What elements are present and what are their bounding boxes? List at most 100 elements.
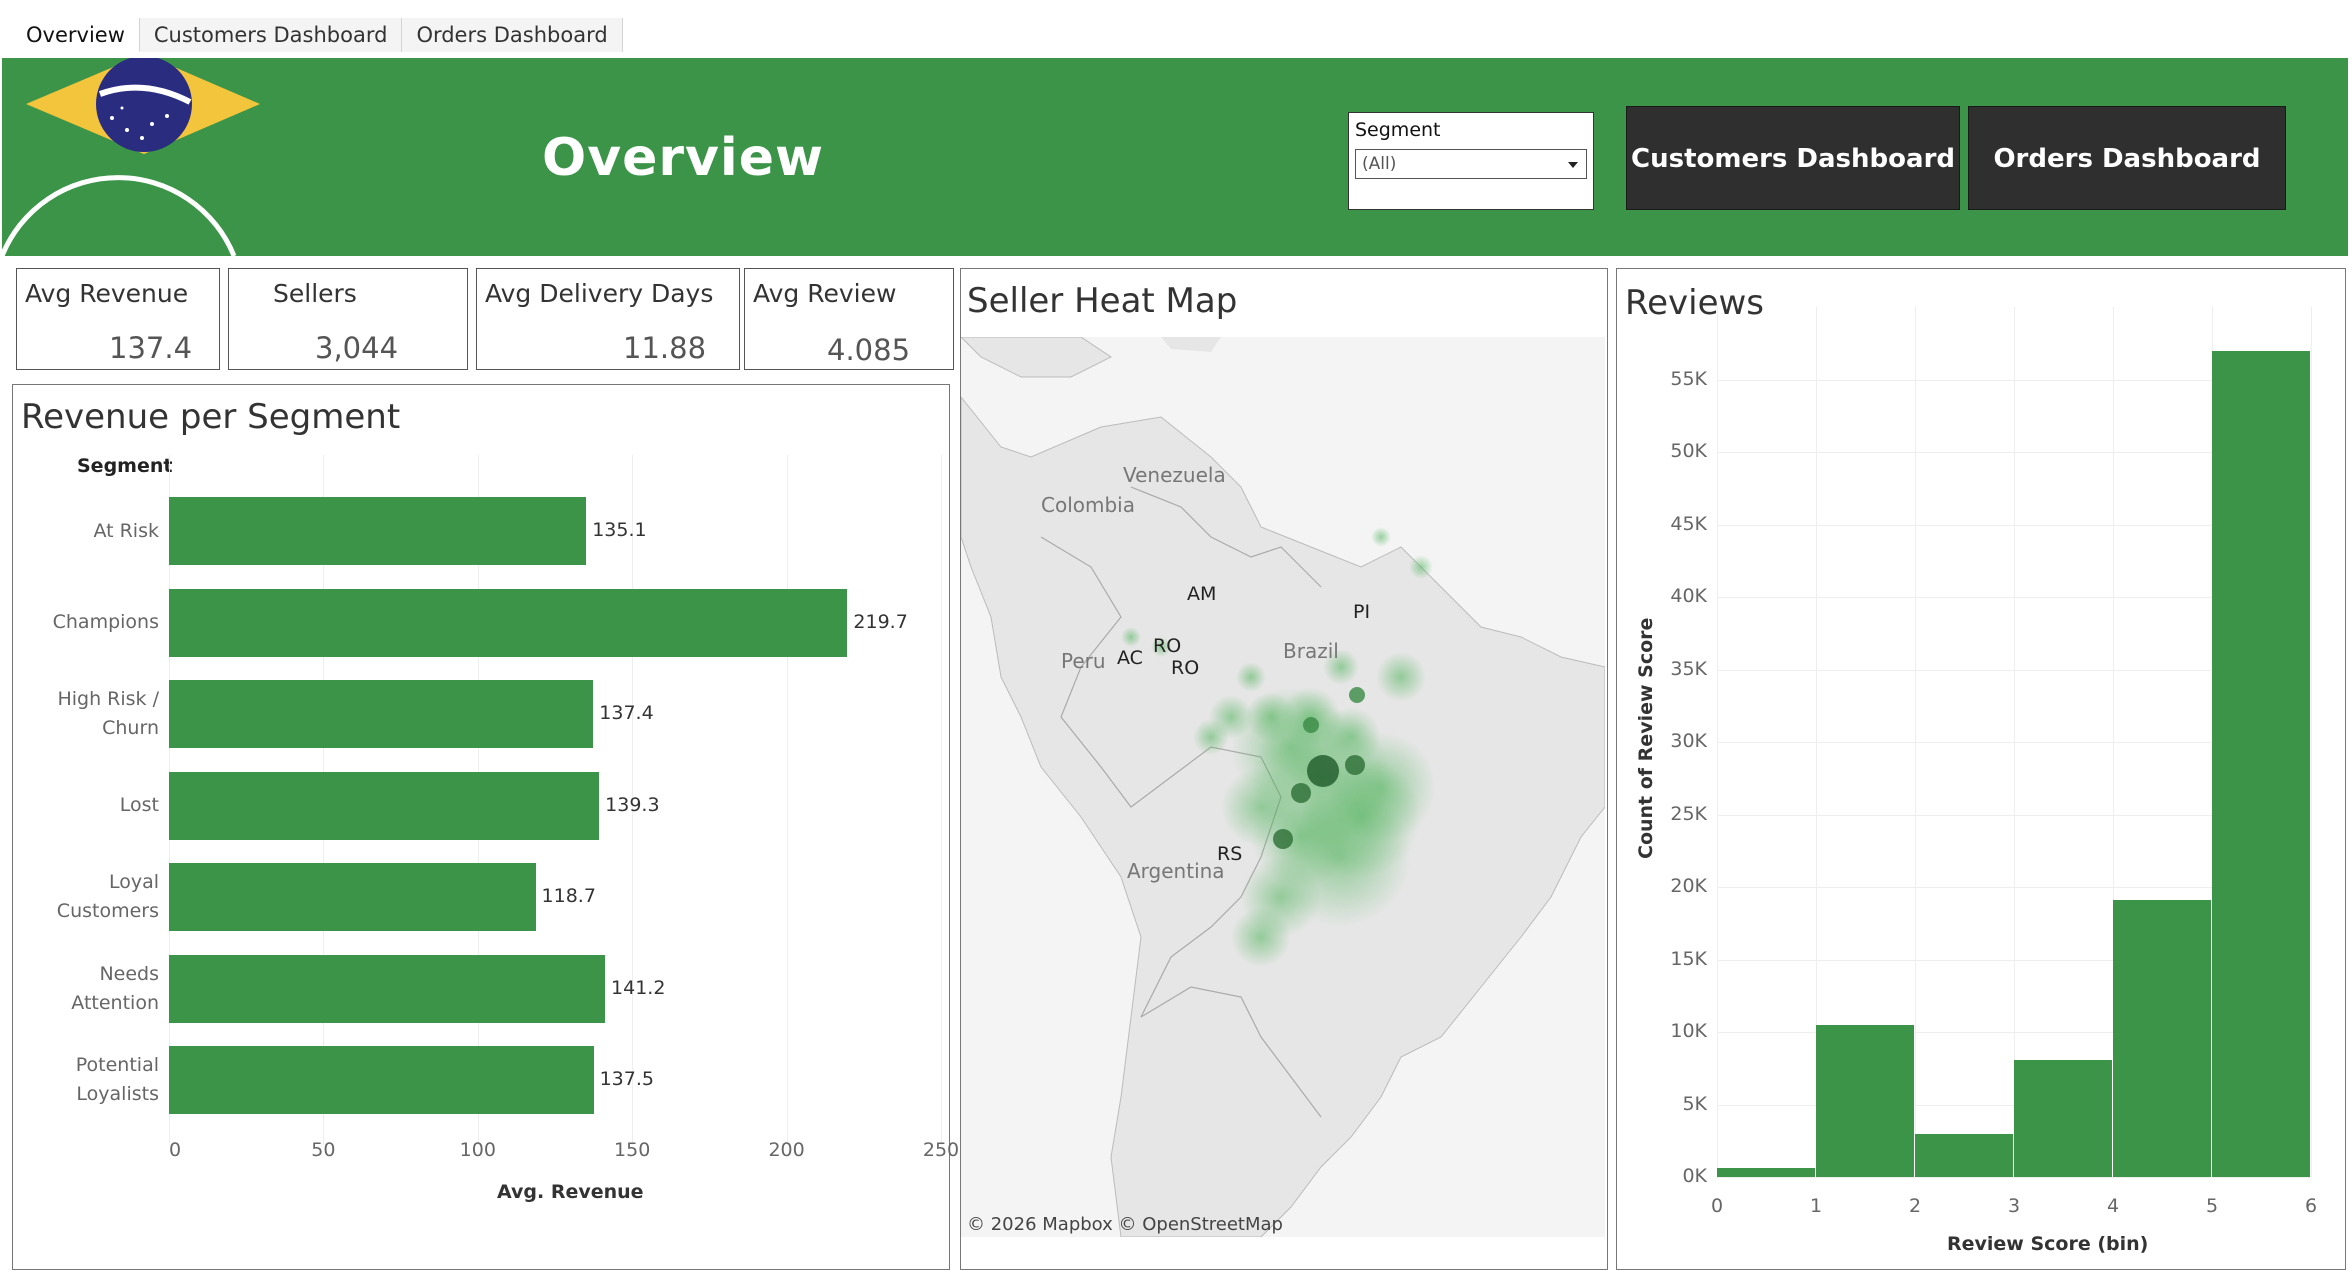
kpi-avg-revenue: Avg Revenue 137.4 (16, 268, 220, 370)
page-title: Overview (542, 128, 825, 188)
bar[interactable] (169, 680, 594, 748)
histogram-bar[interactable] (1717, 1168, 1816, 1177)
segment-dropdown-value: (All) (1362, 154, 1397, 174)
x-tick-label: 0 (168, 1139, 182, 1161)
segment-filter-label: Segment (1355, 119, 1441, 141)
dashboard-header: Overview Segment (All) Customers Dashboa… (2, 58, 2348, 256)
x-tick-label: 2 (1908, 1195, 1922, 1217)
tab-row: Overview Customers Dashboard Orders Dash… (12, 18, 623, 52)
gridline (786, 455, 788, 1145)
kpi-label: Sellers (273, 279, 357, 308)
bar[interactable] (169, 497, 587, 565)
map-label-state: RO (1153, 635, 1182, 657)
x-tick-label: 250 (922, 1139, 960, 1161)
histogram-bar[interactable] (2014, 1059, 2113, 1177)
bar-value-label: 219.7 (853, 610, 908, 633)
tab-strip: Overview Customers Dashboard Orders Dash… (0, 0, 2352, 52)
orders-dashboard-button[interactable]: Orders Dashboard (1968, 106, 2286, 210)
bar-value-label: 141.2 (611, 976, 666, 999)
bar-value-label: 118.7 (541, 885, 596, 907)
kpi-value: 11.88 (623, 331, 707, 365)
map-label-country: Colombia (1041, 493, 1135, 517)
brazil-flag-icon (2, 58, 260, 256)
x-tick-label: 4 (2106, 1195, 2120, 1217)
x-axis-title: Review Score (bin) (1947, 1233, 2149, 1255)
histogram-bar[interactable] (2212, 350, 2311, 1177)
map-label-country: Argentina (1127, 859, 1225, 883)
kpi-value: 3,044 (315, 331, 399, 365)
x-tick-label: 50 (311, 1139, 336, 1161)
gridline (941, 455, 942, 1145)
heat-layer (1121, 527, 1436, 967)
bar[interactable] (169, 588, 848, 657)
gridline (632, 455, 634, 1145)
segment-filter: Segment (All) (1348, 112, 1594, 210)
tab-overview[interactable]: Overview (12, 18, 140, 52)
x-tick-label: 5 (2205, 1195, 2219, 1217)
histogram-bar[interactable] (2113, 900, 2212, 1177)
category-label: Needs Attention (71, 962, 159, 1014)
bar[interactable] (169, 771, 600, 840)
bar-value-label: 137.5 (599, 1068, 654, 1090)
y-tick-label: 50K (1670, 440, 1707, 462)
map-label-state: RO (1171, 657, 1200, 679)
histogram-bar[interactable] (1816, 1024, 1915, 1177)
segment-dropdown[interactable]: (All) (1355, 149, 1587, 179)
revenue-per-segment-panel: Revenue per Segment Segment 0 50 100 150 200… (12, 384, 959, 1270)
category-label: High Risk / Churn (57, 688, 159, 739)
map-label-country: Venezuela (1123, 463, 1226, 487)
x-tick-label: 0 (1710, 1195, 1724, 1217)
y-tick-label: 30K (1670, 730, 1707, 752)
x-tick-label: 150 (614, 1139, 651, 1161)
map-attribution[interactable]: © 2026 Mapbox © OpenStreetMap (967, 1214, 1283, 1235)
panel-title: Revenue per Segment (21, 397, 401, 437)
x-tick-label: 200 (768, 1139, 805, 1161)
map-label-state: PI (1353, 601, 1371, 623)
kpi-label: Avg Delivery Days (485, 279, 714, 308)
category-label: Lost (119, 794, 159, 816)
x-tick-label: 6 (2304, 1195, 2318, 1217)
category-label: Champions (52, 611, 159, 633)
bar-value-label: 139.3 (605, 793, 660, 816)
bar-value-label: 135.1 (592, 519, 647, 541)
x-tick-label: 1 (1809, 1195, 1823, 1217)
gridline (1816, 307, 1817, 1177)
kpi-label: Avg Review (753, 279, 897, 308)
map-label-state: RS (1217, 843, 1243, 865)
customers-dashboard-button[interactable]: Customers Dashboard (1626, 106, 1960, 210)
chevron-down-icon (1568, 162, 1578, 168)
bar[interactable] (169, 1046, 594, 1114)
kpi-avg-delivery-days: Avg Delivery Days 11.88 (476, 268, 740, 370)
y-tick-label: 10K (1670, 1020, 1707, 1042)
y-tick-label: 45K (1670, 512, 1707, 535)
bar[interactable] (169, 954, 606, 1023)
tab-customers-dashboard[interactable]: Customers Dashboard (139, 18, 403, 52)
map-label-state: AC (1117, 647, 1143, 669)
heat-map[interactable]: Venezuela Colombia Peru Brazil Argentina… (961, 337, 1605, 1237)
category-label: At Risk (93, 519, 159, 542)
gridline (2113, 307, 2114, 1177)
kpi-value: 137.4 (109, 331, 193, 365)
category-label: Loyal Customers (56, 871, 159, 922)
x-axis-title: Avg. Revenue (497, 1181, 644, 1203)
bar-value-label: 137.4 (599, 702, 654, 724)
tab-orders-dashboard[interactable]: Orders Dashboard (402, 18, 623, 52)
category-label: Potential Loyalists (75, 1054, 159, 1105)
y-tick-label: 0K (1682, 1165, 1707, 1187)
y-tick-label: 20K (1670, 875, 1707, 897)
x-tick-label: 100 (459, 1139, 496, 1161)
y-axis-title: Segment (77, 455, 173, 477)
x-tick-label: 3 (2007, 1195, 2021, 1217)
seller-heat-map-panel: Seller Heat Map Venezuela Colombia Peru (960, 268, 1608, 1270)
gridline (1915, 307, 1916, 1177)
gridline (2311, 307, 2312, 1177)
map-canvas (961, 337, 1605, 1237)
kpi-label: Avg Revenue (25, 279, 189, 308)
panel-title: Reviews (1625, 283, 1765, 323)
histogram-bar[interactable] (1915, 1133, 2014, 1177)
y-tick-label: 35K (1670, 657, 1707, 680)
kpi-sellers: Sellers 3,044 (228, 268, 468, 370)
y-tick-label: 5K (1682, 1092, 1707, 1115)
bar[interactable] (169, 863, 536, 931)
map-label-country: Brazil (1283, 639, 1339, 663)
